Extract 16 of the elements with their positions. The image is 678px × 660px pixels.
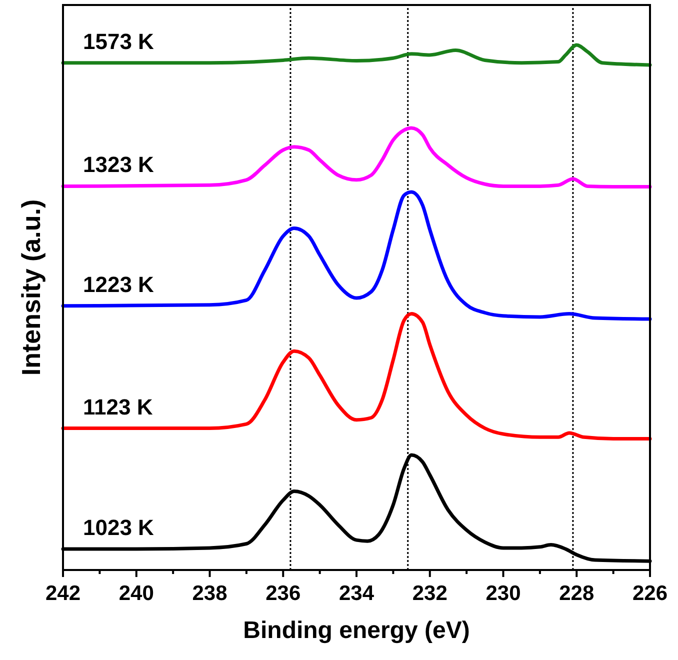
x-tick-label: 234: [338, 582, 374, 605]
series-label: 1123 K: [83, 394, 153, 420]
x-tick-label: 242: [45, 582, 81, 605]
series-label: 1223 K: [83, 272, 154, 297]
x-tick-label: 232: [412, 582, 448, 605]
series-label: 1323 K: [83, 152, 154, 178]
x-tick-label: 236: [266, 582, 301, 605]
x-tick-label: 240: [118, 582, 154, 605]
series-label: 1023 K: [83, 515, 154, 540]
x-tick-label: 226: [632, 582, 668, 605]
x-tick-label: 230: [486, 582, 521, 605]
x-axis-title: Binding energy (eV): [243, 617, 470, 644]
x-tick-label: 238: [192, 582, 228, 605]
series-label: 1573 K: [83, 28, 154, 54]
y-axis-title: Intensity (a.u.): [16, 199, 46, 376]
x-tick-label: 228: [559, 582, 594, 605]
